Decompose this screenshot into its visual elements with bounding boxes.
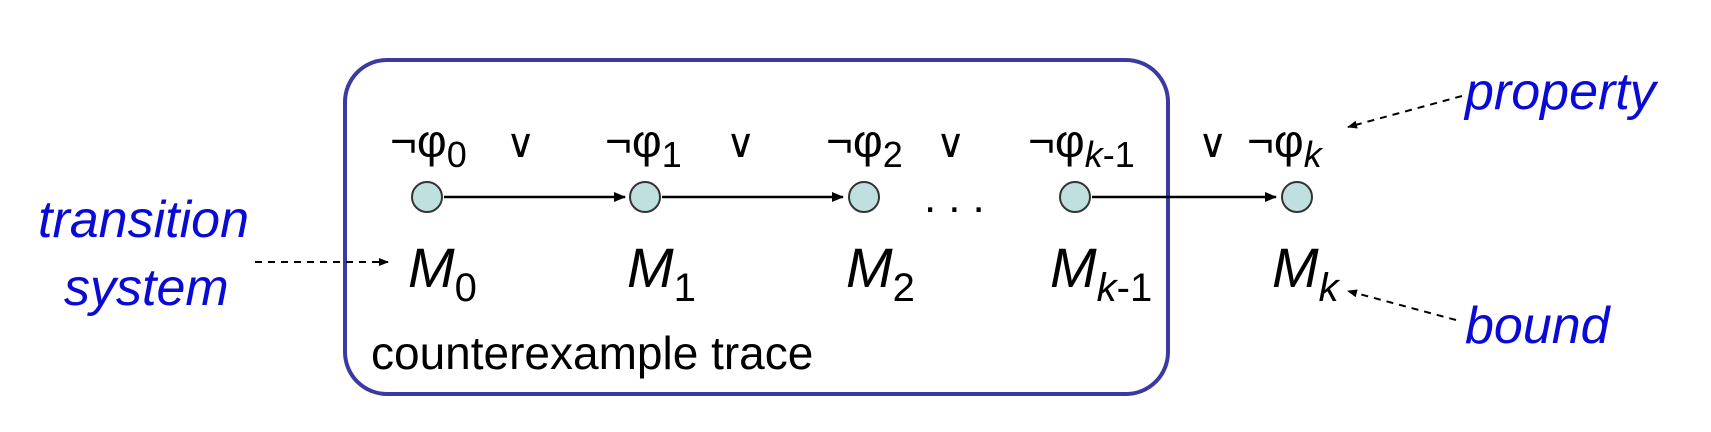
model-subscript-k: k	[1096, 266, 1117, 310]
model-subscript: 2	[892, 266, 915, 310]
state-node-k	[1281, 181, 1313, 213]
or-symbol-3: ∨	[1198, 121, 1228, 167]
state-node-k-minus-1	[1059, 181, 1091, 213]
transition-annotation-line1: transition	[38, 191, 249, 249]
state-node-0	[411, 181, 443, 213]
transition-annotation-line2: system	[64, 259, 229, 317]
model-1: M1	[627, 240, 696, 309]
model-subscript: -1	[1116, 266, 1153, 310]
model-subscript-k: k	[1318, 266, 1339, 310]
model-2: M2	[846, 240, 915, 309]
formula-subscript: 0	[446, 134, 467, 175]
formula-subscript-k: k	[1084, 134, 1103, 175]
model-letter: M	[1050, 236, 1097, 299]
neg-phi: ¬φ	[1247, 115, 1304, 167]
model-letter: M	[846, 236, 893, 299]
formula-subscript: 1	[661, 134, 682, 175]
formula-subscript: 2	[882, 134, 903, 175]
or-symbol-1: ∨	[726, 121, 756, 167]
model-subscript: 1	[673, 266, 696, 310]
neg-phi: ¬φ	[390, 115, 447, 167]
property-annotation: property	[1465, 63, 1656, 121]
formula-k: ¬φk	[1247, 115, 1322, 173]
formula-k-minus-1: ¬φk-1	[1028, 115, 1135, 173]
model-letter: M	[1272, 236, 1319, 299]
formula-0: ¬φ0	[390, 115, 467, 173]
bound-pointer	[1347, 289, 1457, 321]
formula-1: ¬φ1	[605, 115, 682, 173]
ellipsis: ...	[924, 173, 997, 222]
counterexample-trace-label: counterexample trace	[371, 327, 814, 379]
formula-2: ¬φ2	[826, 115, 903, 173]
state-node-2	[848, 181, 880, 213]
or-symbol-2: ∨	[936, 121, 966, 167]
model-0: M0	[408, 240, 477, 309]
neg-phi: ¬φ	[826, 115, 883, 167]
bound-annotation: bound	[1465, 297, 1610, 355]
property-pointer	[1347, 95, 1463, 129]
model-letter: M	[408, 236, 455, 299]
model-subscript: 0	[454, 266, 477, 310]
model-k-minus-1: Mk-1	[1050, 240, 1152, 309]
model-k: Mk	[1272, 240, 1339, 309]
neg-phi: ¬φ	[1028, 115, 1085, 167]
counterexample-trace-box	[343, 58, 1170, 396]
formula-subscript-k: k	[1303, 134, 1322, 175]
neg-phi: ¬φ	[605, 115, 662, 167]
model-letter: M	[627, 236, 674, 299]
state-node-1	[629, 181, 661, 213]
formula-subscript: -1	[1102, 134, 1135, 175]
or-symbol-0: ∨	[506, 121, 536, 167]
